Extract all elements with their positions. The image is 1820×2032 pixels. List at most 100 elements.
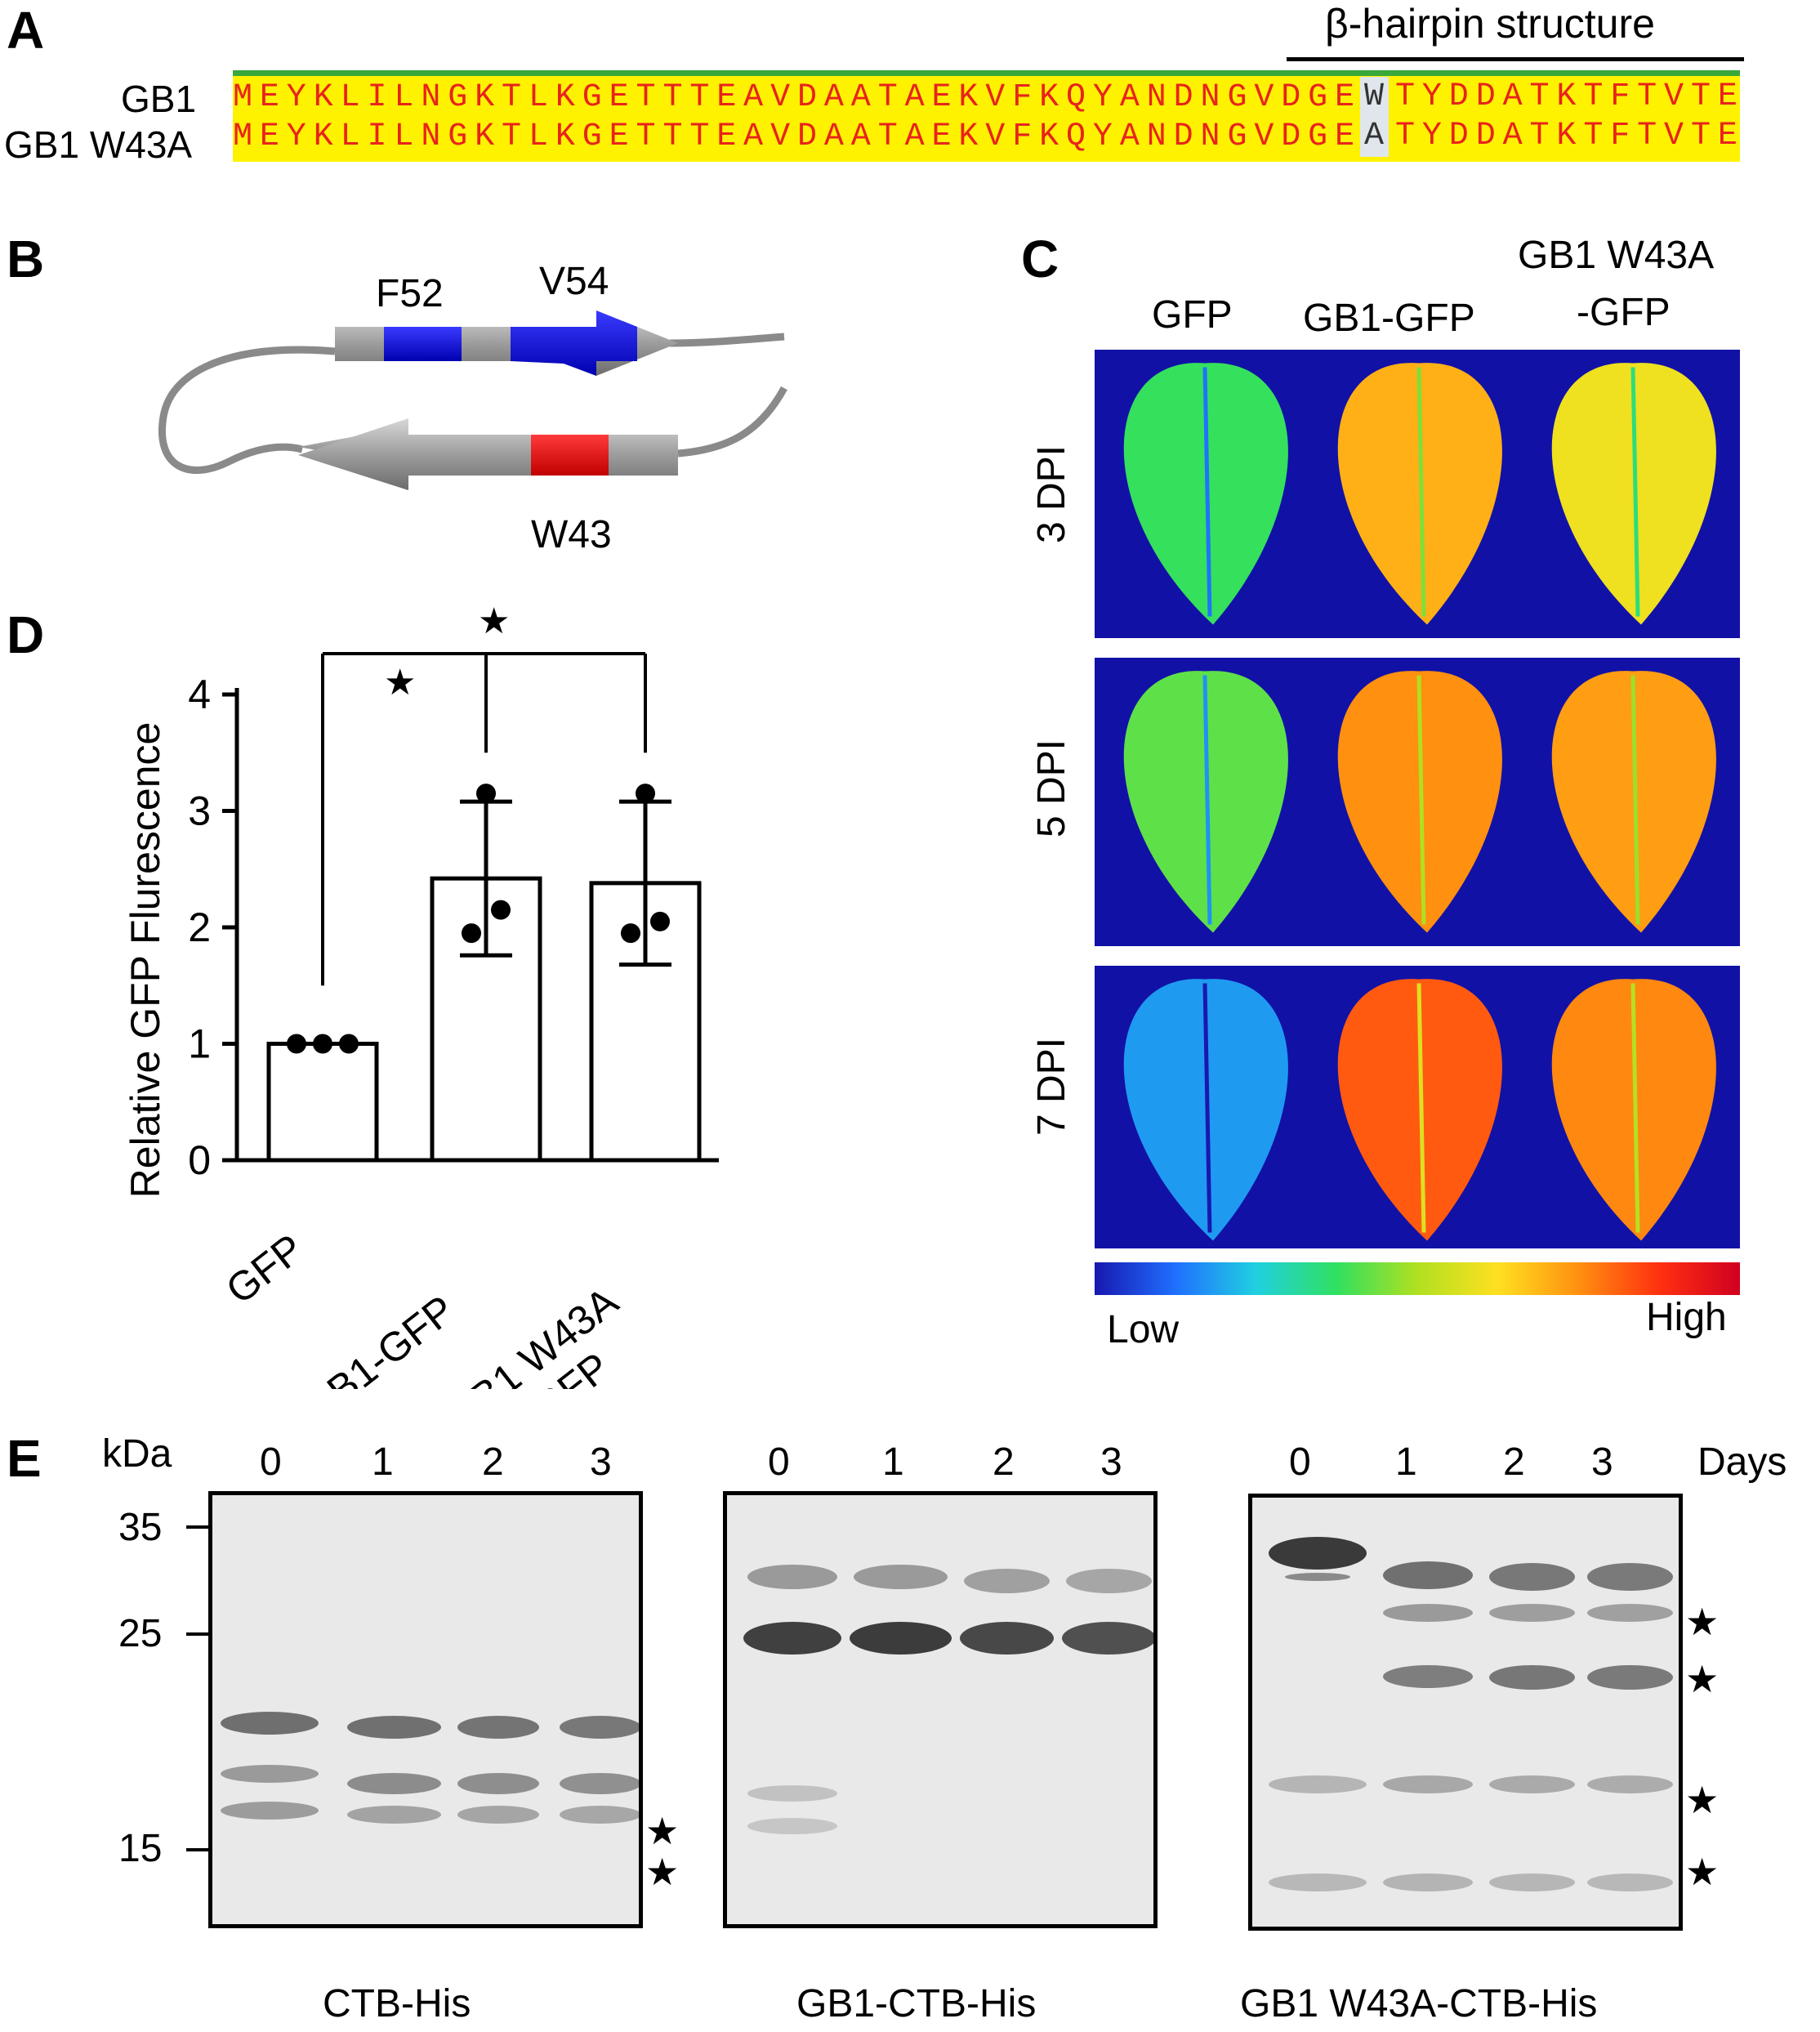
band [457,1773,539,1794]
row-label-7dpi: 7 DPI [1030,1037,1073,1136]
leaf-midrib [1202,367,1212,617]
band [743,1622,841,1655]
band [347,1806,441,1824]
data-point [339,1034,359,1054]
band [221,1802,319,1820]
data-point [287,1034,306,1054]
band [1383,1604,1473,1622]
band [1587,1775,1673,1793]
gel-gb1-ctb-his [723,1491,1158,1928]
bar-0 [266,1042,379,1163]
gel1-lane-3: 3 [590,1440,612,1484]
loop-coil [158,346,336,474]
gel1-title: CTB-His [323,1982,471,2025]
y-tick-label: 2 [188,904,211,950]
star-marker: ★ [645,1810,680,1852]
label-w43: W43 [531,513,612,556]
leaf-grid-svg [1095,350,1740,1254]
n-term-coil [677,386,787,458]
significance-star: ★ [478,601,510,641]
seq-gb1-w: W [1364,78,1385,115]
c-term-coil [669,333,785,347]
band [560,1716,639,1739]
gel-gb1-w43a-ctb-his [1248,1494,1683,1931]
band [854,1565,948,1589]
leaf-midrib [1630,983,1640,1233]
leaf-midrib [1630,675,1640,925]
band [1587,1604,1673,1622]
band [960,1622,1054,1655]
x-tick-label: GFP [217,1226,311,1313]
band [747,1818,837,1834]
y-tick-label: 0 [188,1137,211,1183]
band [964,1569,1050,1593]
band [1383,1561,1473,1589]
marker-tick-35 [186,1525,211,1529]
gel-ctb-his [208,1491,643,1928]
band [221,1712,319,1735]
band [1489,1665,1575,1690]
star-marker: ★ [1685,1779,1720,1821]
band [1062,1622,1153,1655]
bar-chart: Relative GFP Flurescence 0 1 2 3 4 ★ ★ GFPGB1-G… [123,601,719,1389]
gel2-lane-3: 3 [1100,1440,1122,1484]
seq-gb1-after: TYDDATKTFTVTE [1395,78,1745,115]
label-v54: V54 [539,260,609,303]
band [221,1765,319,1783]
star-marker: ★ [1685,1851,1720,1893]
col-label-w43a-line1: GB1 W43A [1518,234,1715,277]
band [560,1773,639,1794]
gel3-lane-1: 1 [1395,1440,1417,1484]
seq-w43a-a: A [1364,118,1385,154]
intensity-colorbar [1095,1262,1740,1295]
gel2-lane-0: 0 [768,1440,790,1484]
star-marker: ★ [1685,1658,1720,1700]
row-label-gb1: GB1 [121,78,197,120]
gel1-lane-0: 0 [260,1440,282,1484]
alignment-top-line [233,70,1740,76]
hairpin-label: β-hairpin structure [1325,1,1655,47]
band [1489,1604,1575,1622]
panel-label-c: C [1021,230,1059,288]
marker-15: 15 [118,1827,163,1870]
band [1587,1563,1673,1591]
gel2-title: GB1-CTB-His [796,1982,1037,2025]
seq-gb1-before: MEYKLILNGKTLKGETTTEAVDAATAEKVFKQYANDNGVD… [233,78,1362,116]
band [1383,1665,1473,1688]
panel-label-a: A [7,1,45,60]
y-axis-label: Relative GFP Flurescence [123,722,168,1199]
marker-tick-25 [186,1632,211,1636]
leaf-midrib [1416,983,1426,1233]
band [347,1716,441,1739]
w43-segment [531,435,609,476]
band [1269,1537,1367,1570]
band [1587,1665,1673,1690]
data-point [476,784,496,804]
panel-label-b: B [7,230,45,288]
col-label-gfp: GFP [1152,293,1233,337]
band [747,1565,837,1589]
y-tick-label: 1 [188,1021,211,1067]
colorbar-high-label: High [1646,1296,1727,1339]
colorbar-low-label: Low [1107,1308,1180,1351]
col-label-gb1-gfp: GB1-GFP [1303,297,1475,340]
data-point [621,923,640,944]
band [850,1622,952,1655]
band [1489,1563,1575,1591]
col-label-w43a-line2: -GFP [1577,291,1671,334]
seq-w43a-before: MEYKLILNGKTLKGETTTEAVDAATAEKVFKQYANDNGVD… [233,118,1362,155]
band [1269,1873,1367,1891]
y-tick-label: 4 [188,672,211,717]
gel1-lane-1: 1 [372,1440,394,1484]
band [1489,1873,1575,1891]
data-point [313,1034,332,1054]
kda-label: kDa [102,1432,172,1476]
alignment-block: MEYKLILNGKTLKGETTTEAVDAATAEKVFKQYANDNGVD… [233,70,1740,162]
hairpin-diagram: F52 V54 W43 [158,260,787,556]
data-point [650,911,670,931]
data-point [491,900,511,920]
f52-segment [384,327,462,361]
v54-segment [511,310,637,376]
x-tick-label: GB1-GFP [293,1287,462,1389]
lower-strand-arrow-body [298,418,678,490]
